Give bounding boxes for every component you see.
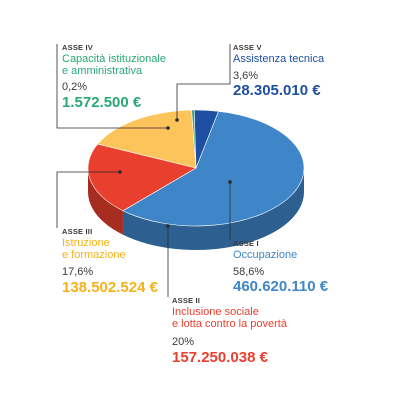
asse-i-slice [122,110,305,227]
leader-asse-iv-dot [166,126,170,130]
asse-iii-slice [97,109,197,169]
leader-lines [56,44,232,297]
label-asse-ii: ASSE II Inclusione sociale e lotta contr… [172,296,287,366]
leader-asse-iii-dot [118,170,122,174]
asse-ii-percent: 20% [172,336,195,349]
asse-v-title: ASSE V [233,43,262,52]
leader-asse-i-dot [228,180,232,184]
asse-iii-title: ASSE III [62,227,93,236]
asse-iv-name-line2: e amministrativa [62,65,143,78]
asse-iv-amount: 1.572.500 € [62,93,142,111]
asse-iii-name-line1: Istruzione [62,237,110,250]
asse-iii-name-line2: e formazione [62,249,126,262]
label-asse-i: ASSE I Occupazione 58,6% 460.620.110 € [233,239,329,296]
label-asse-iv: ASSE IV Capacità istituzionale e amminis… [62,43,166,111]
label-asse-iii: ASSE III Istruzione e formazione 17,6% 1… [62,227,158,296]
asse-ii-name-line2: e lotta contro la povertà [172,318,287,331]
asse-ii-name-line1: Inclusione sociale [172,306,259,319]
asse-iii-percent: 17,6% [62,266,94,279]
asse-v-slice [193,109,219,169]
asse-i-percent: 58,6% [233,266,265,279]
leader-asse-iii [56,171,120,228]
asse-iv-percent: 0,2% [62,81,88,94]
asse-iv-title: ASSE IV [62,43,93,52]
asse-iv-name-line1: Capacità istituzionale [62,53,166,66]
asse-v-amount: 28.305.010 € [233,82,321,100]
pie-tops [87,109,305,227]
asse-ii-side [88,168,123,235]
asse-i-amount: 460.620.110 € [233,278,329,296]
asse-v-name: Assistenza tecnica [233,53,325,66]
leader-asse-iv [56,44,168,129]
asse-v-percent: 3,6% [233,70,259,83]
asse-i-name: Occupazione [233,249,298,262]
asse-i-title: ASSE I [233,239,259,248]
asse-ii-amount: 157.250.038 € [172,348,268,366]
leader-asse-ii-dot [166,224,170,228]
leader-asse-v [176,44,231,120]
asse-ii-slice [87,143,197,212]
asse-iii-amount: 138.502.524 € [62,278,158,296]
asse-ii-title: ASSE II [172,296,201,305]
leader-asse-v-dot [175,118,179,122]
label-asse-v: ASSE V Assistenza tecnica 3,6% 28.305.01… [233,43,325,100]
